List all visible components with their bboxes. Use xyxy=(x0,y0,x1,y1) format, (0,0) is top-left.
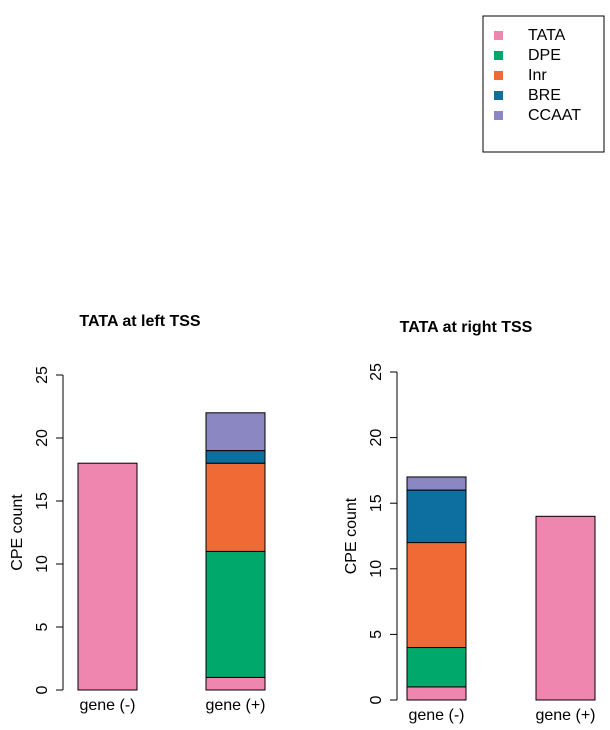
y-tick-label: 25 xyxy=(368,363,385,381)
bar-segment xyxy=(205,462,266,552)
bar-segment xyxy=(406,647,467,688)
y-tick-label: 5 xyxy=(34,622,51,631)
bar-segment xyxy=(406,542,467,649)
x-tick-label: gene (-) xyxy=(79,697,135,714)
x-tick-label: gene (+) xyxy=(535,707,595,724)
y-tick-label: 5 xyxy=(368,630,385,639)
bar-segment xyxy=(205,412,266,452)
y-tick-label: 20 xyxy=(34,429,51,447)
bar-segment xyxy=(406,686,467,701)
legend-box xyxy=(482,15,605,153)
y-tick-label: 0 xyxy=(34,685,51,694)
y-tick-label: 10 xyxy=(368,560,385,578)
y-axis-label: CPE count xyxy=(9,494,26,571)
bar-segment xyxy=(205,676,266,691)
bar-segment xyxy=(205,450,266,464)
bar-segment xyxy=(205,550,266,678)
legend-label: BRE xyxy=(528,87,561,104)
y-axis-label: CPE count xyxy=(343,497,360,574)
bar-segment xyxy=(406,476,467,491)
legend-swatch xyxy=(494,91,503,100)
legend-label: CCAAT xyxy=(528,107,581,124)
chart-title: TATA at left TSS xyxy=(79,313,201,330)
y-tick-label: 10 xyxy=(34,555,51,573)
chart-title: TATA at right TSS xyxy=(400,319,533,336)
bar-segment xyxy=(406,489,467,544)
legend-swatch xyxy=(494,71,503,80)
y-tick-label: 0 xyxy=(368,695,385,704)
x-tick-label: gene (+) xyxy=(205,697,265,714)
y-tick-label: 25 xyxy=(34,366,51,384)
y-tick-label: 15 xyxy=(368,494,385,512)
bar-segment xyxy=(535,515,596,701)
legend-label: TATA xyxy=(528,27,566,44)
legend-swatch xyxy=(494,51,503,60)
y-tick-label: 15 xyxy=(34,492,51,510)
legend-label: DPE xyxy=(528,47,561,64)
x-tick-label: gene (-) xyxy=(408,707,464,724)
legend-swatch xyxy=(494,111,503,120)
y-tick-label: 20 xyxy=(368,429,385,447)
legend-swatch xyxy=(494,31,503,40)
legend-label: Inr xyxy=(528,67,547,84)
bar-segment xyxy=(77,462,138,691)
